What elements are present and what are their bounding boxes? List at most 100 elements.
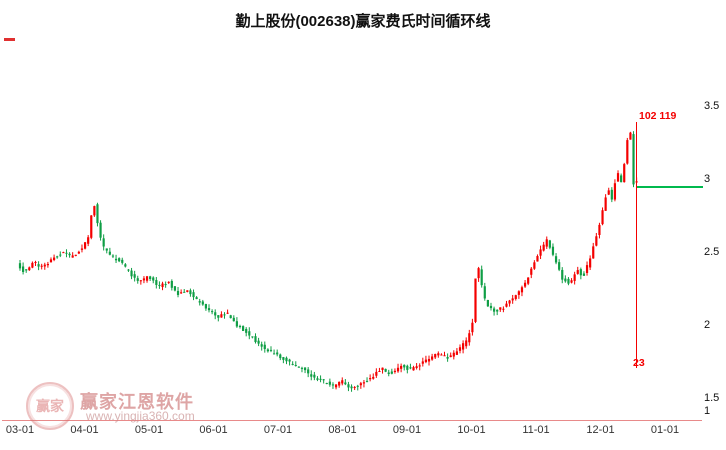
candle-body bbox=[300, 367, 304, 369]
candle-body bbox=[282, 357, 285, 360]
candle-body bbox=[567, 278, 570, 284]
candle-body bbox=[533, 262, 536, 269]
candle-body bbox=[158, 284, 161, 286]
candle-body bbox=[139, 280, 142, 282]
candle-body bbox=[254, 336, 257, 343]
candle-body bbox=[626, 140, 629, 164]
candle-body bbox=[598, 224, 601, 235]
fib-time-cycle-line bbox=[636, 122, 637, 368]
candle-body bbox=[266, 349, 269, 352]
candle-body bbox=[99, 222, 102, 238]
candle-body bbox=[96, 204, 99, 224]
candle-body bbox=[108, 251, 111, 255]
candle-body bbox=[396, 367, 400, 372]
candle-body bbox=[474, 278, 477, 322]
candle-body bbox=[198, 301, 201, 303]
candle-body bbox=[102, 238, 105, 247]
candle-body bbox=[328, 381, 331, 385]
candle-body bbox=[152, 277, 155, 281]
candle-body bbox=[313, 374, 316, 378]
watermark: 赢家 赢家江恩软件 www.yingjia360.com bbox=[0, 375, 300, 435]
candle-body bbox=[573, 274, 576, 281]
candle-body bbox=[461, 343, 465, 350]
candle-body bbox=[257, 340, 260, 344]
candle-body bbox=[238, 326, 242, 328]
candle-body bbox=[427, 358, 431, 362]
candle-body bbox=[499, 307, 502, 310]
candle-body bbox=[52, 257, 56, 261]
candle-body bbox=[545, 239, 548, 247]
candle-body bbox=[180, 292, 183, 294]
candle-body bbox=[59, 254, 62, 256]
candle-body bbox=[393, 370, 397, 372]
candle-body bbox=[344, 382, 347, 385]
candle-body bbox=[353, 387, 356, 389]
candle-body bbox=[207, 308, 211, 311]
candle-body bbox=[183, 291, 186, 293]
candle-body bbox=[251, 336, 254, 338]
candle-body bbox=[269, 349, 273, 351]
candle-body bbox=[114, 258, 118, 261]
candle-body bbox=[465, 340, 468, 347]
candle-body bbox=[362, 382, 366, 384]
candle-body bbox=[46, 263, 49, 266]
candle-body bbox=[418, 365, 421, 367]
candle-body bbox=[523, 282, 527, 287]
candle-body bbox=[468, 333, 471, 343]
x-tick-label: 03-01 bbox=[5, 424, 35, 436]
y-tick-label: 2.5 bbox=[704, 246, 720, 258]
candle-body bbox=[554, 256, 558, 263]
candle-body bbox=[121, 259, 124, 263]
candle-body bbox=[316, 378, 319, 380]
x-tick-label: 04-01 bbox=[70, 424, 99, 436]
candle-body bbox=[585, 265, 589, 274]
candle-body bbox=[77, 251, 80, 254]
candle-body bbox=[536, 256, 539, 262]
candle-body bbox=[620, 175, 623, 183]
candle-body bbox=[331, 384, 335, 386]
candle-body bbox=[409, 367, 412, 369]
x-tick-label: 06-01 bbox=[199, 424, 228, 436]
candle-body bbox=[613, 183, 617, 200]
candle-body bbox=[517, 291, 520, 295]
candle-body bbox=[310, 374, 313, 377]
candle-body bbox=[83, 242, 87, 249]
candle-body bbox=[307, 369, 310, 374]
candle-body bbox=[387, 372, 390, 374]
candle-body bbox=[365, 380, 369, 382]
candle-body bbox=[111, 255, 115, 257]
candle-body bbox=[204, 304, 208, 309]
current-price-line bbox=[637, 186, 703, 188]
candle-body bbox=[223, 314, 226, 316]
candle-body bbox=[127, 269, 130, 271]
candle-body bbox=[496, 309, 499, 312]
candle-body bbox=[483, 286, 486, 299]
candle-body bbox=[40, 265, 43, 267]
candle-body bbox=[415, 366, 418, 368]
candle-body bbox=[431, 356, 434, 360]
candle-body bbox=[189, 290, 192, 295]
x-tick-label: 10-01 bbox=[457, 424, 486, 436]
candle-body bbox=[291, 363, 294, 365]
y-tick-label: 2 bbox=[704, 319, 711, 331]
candle-body bbox=[421, 361, 424, 364]
candle-body bbox=[334, 384, 338, 388]
candle-body bbox=[403, 364, 406, 368]
candle-body bbox=[452, 352, 455, 357]
candle-body bbox=[480, 269, 483, 286]
candle-body bbox=[449, 355, 452, 358]
candle-body bbox=[65, 252, 68, 254]
candle-body bbox=[133, 274, 136, 278]
candle-body bbox=[579, 269, 582, 276]
candle-body bbox=[21, 266, 25, 272]
candle-body bbox=[279, 354, 282, 359]
yingjia-seal-logo: 赢家 bbox=[26, 382, 74, 430]
y-tick-label: 1 bbox=[704, 405, 711, 417]
candle-body bbox=[530, 268, 533, 275]
candle-body bbox=[105, 248, 108, 251]
candle-body bbox=[18, 263, 22, 269]
candle-body bbox=[359, 383, 362, 386]
candle-body bbox=[49, 259, 53, 263]
candle-body bbox=[232, 317, 235, 322]
